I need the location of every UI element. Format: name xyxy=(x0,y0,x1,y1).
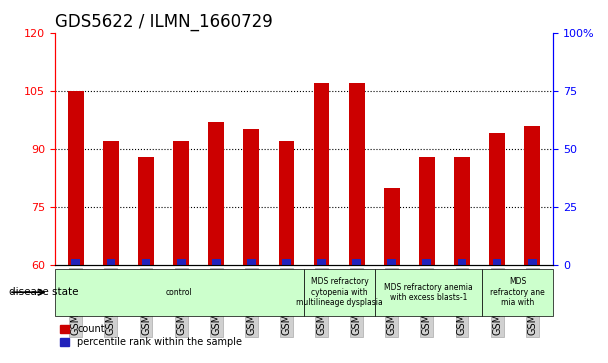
Bar xyxy=(247,259,256,265)
Text: MDS refractory
cytopenia with
multilineage dysplasia: MDS refractory cytopenia with multilinea… xyxy=(296,277,383,307)
Bar xyxy=(142,259,150,265)
Text: MDS refractory anemia
with excess blasts-1: MDS refractory anemia with excess blasts… xyxy=(384,282,473,302)
Text: disease state: disease state xyxy=(9,287,78,297)
Bar xyxy=(173,141,189,265)
Bar xyxy=(103,141,119,265)
Bar xyxy=(375,269,482,316)
Bar xyxy=(423,259,431,265)
Bar xyxy=(349,83,365,265)
Bar xyxy=(282,259,291,265)
Bar xyxy=(384,188,399,265)
Bar xyxy=(482,269,553,316)
Bar xyxy=(492,259,502,265)
Bar xyxy=(71,259,80,265)
Bar xyxy=(419,156,435,265)
Bar xyxy=(352,259,361,265)
Legend: count, percentile rank within the sample: count, percentile rank within the sample xyxy=(60,324,242,347)
Bar xyxy=(212,259,221,265)
Bar xyxy=(278,141,294,265)
Bar xyxy=(138,156,154,265)
Bar xyxy=(454,156,470,265)
Bar xyxy=(177,259,185,265)
Bar xyxy=(243,130,259,265)
Bar xyxy=(304,269,375,316)
Bar xyxy=(458,259,466,265)
Bar xyxy=(314,83,330,265)
Bar xyxy=(489,133,505,265)
Text: MDS
refractory ane
mia with: MDS refractory ane mia with xyxy=(490,277,545,307)
Bar xyxy=(68,91,84,265)
Bar xyxy=(317,259,326,265)
Text: GDS5622 / ILMN_1660729: GDS5622 / ILMN_1660729 xyxy=(55,13,272,31)
Bar xyxy=(209,122,224,265)
Bar xyxy=(106,259,116,265)
Bar xyxy=(528,259,537,265)
Bar xyxy=(524,126,540,265)
Text: control: control xyxy=(166,288,193,297)
Bar xyxy=(387,259,396,265)
Bar xyxy=(55,269,304,316)
